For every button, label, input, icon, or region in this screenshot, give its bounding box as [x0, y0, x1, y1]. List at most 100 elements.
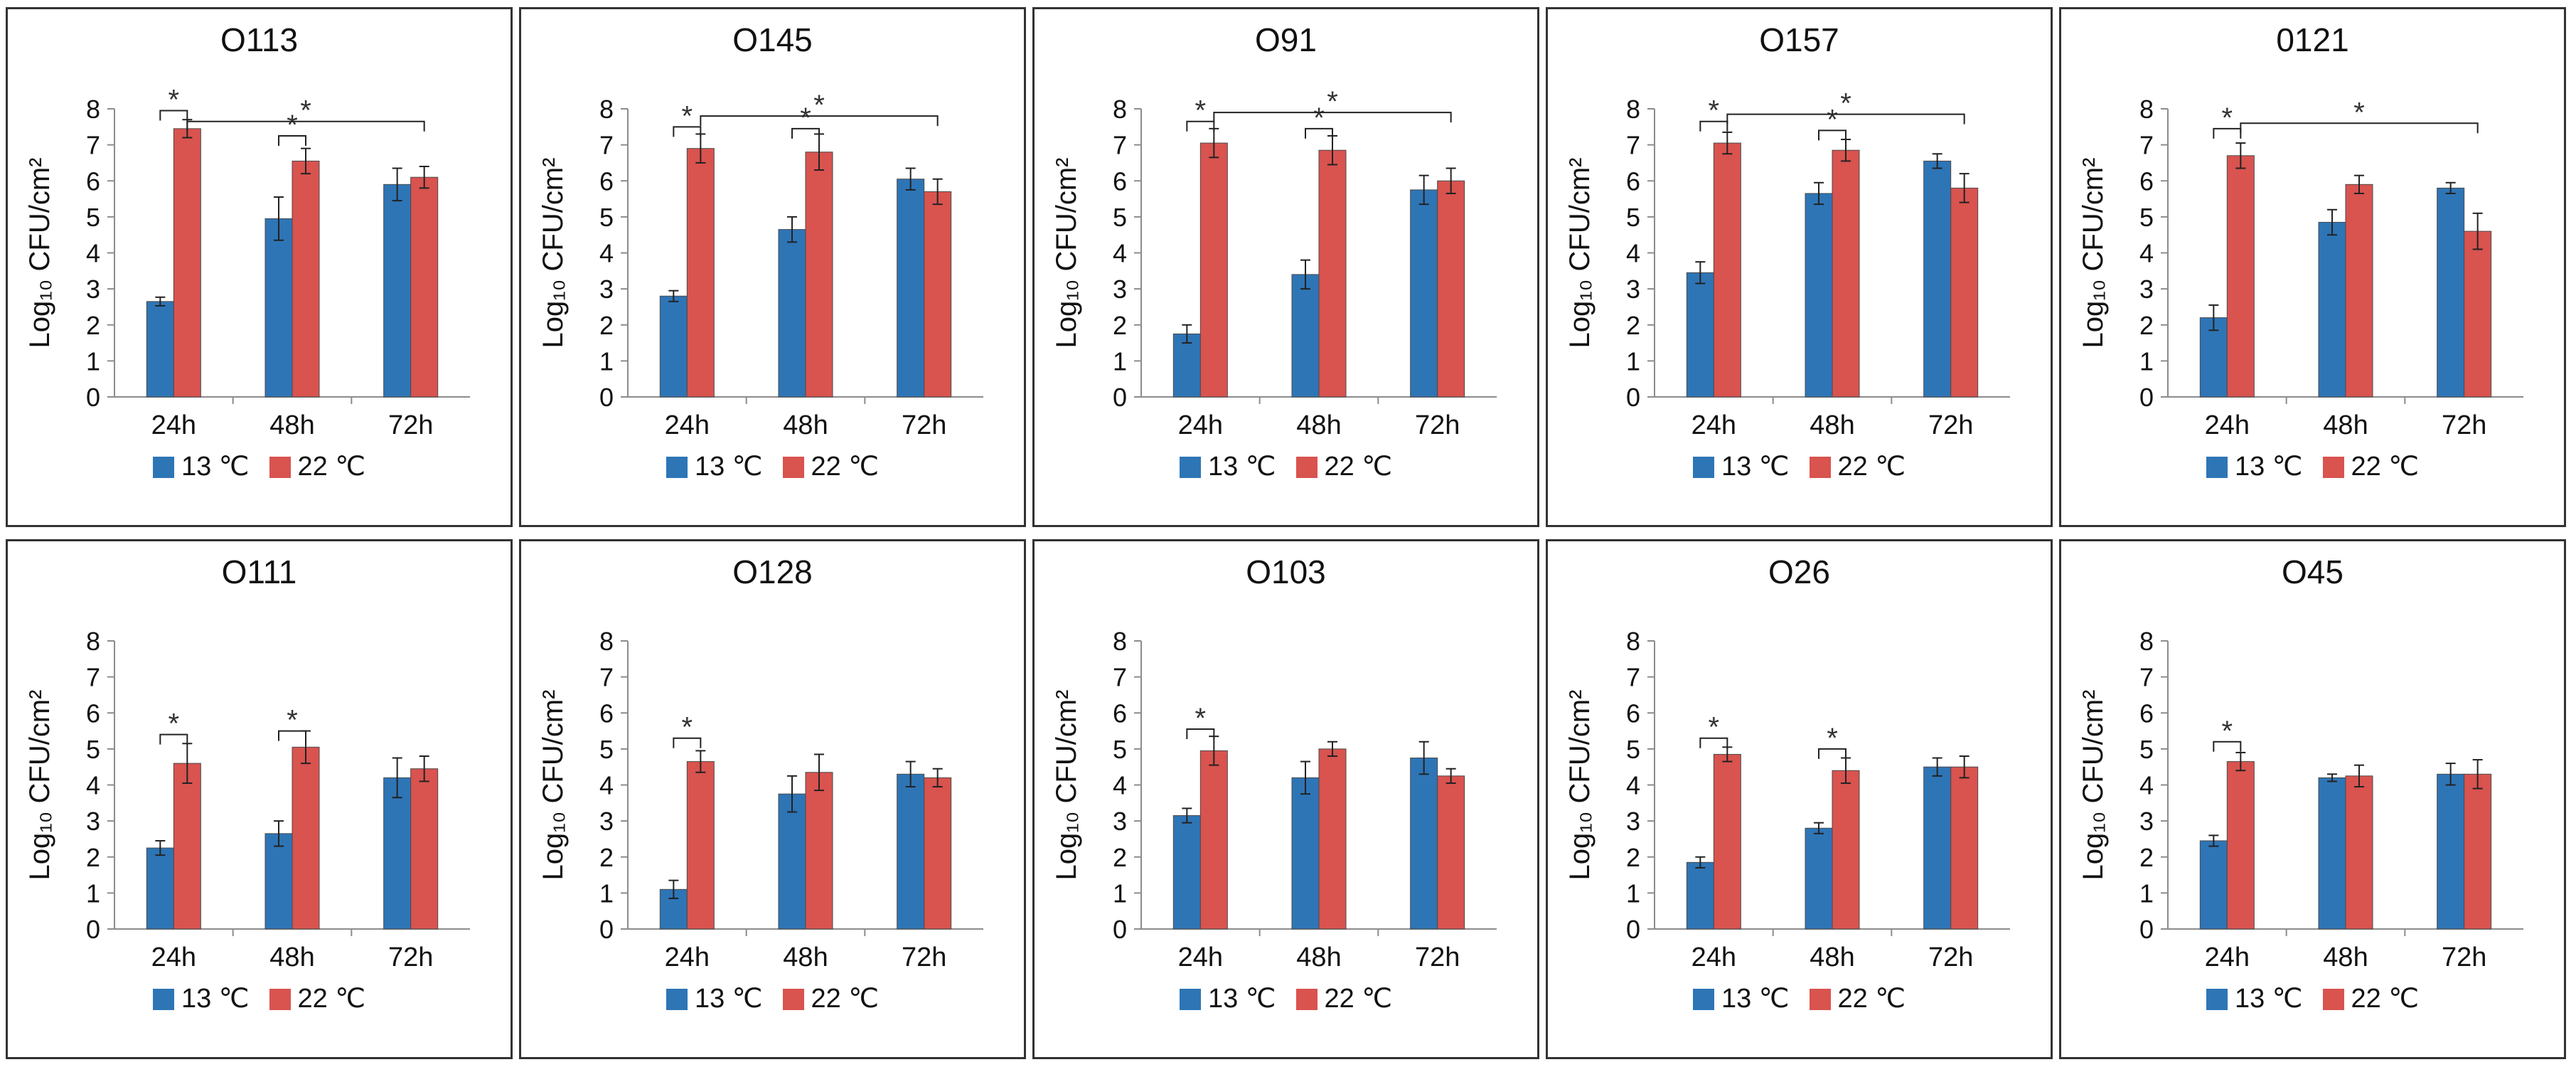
chart-title: O26 [1768, 553, 1830, 590]
legend: 13 ℃ 22 ℃ [2061, 450, 2564, 482]
x-tick-label: 24h [151, 410, 196, 440]
significance-bracket [2240, 122, 2479, 134]
significance-star: * [300, 95, 311, 127]
y-tick-label: 0 [1113, 915, 1127, 944]
legend-item: 22 ℃ [1809, 982, 1906, 1014]
x-tick-label: 72h [2442, 410, 2486, 440]
y-tick-label: 7 [1113, 663, 1127, 692]
significance-bracket [673, 737, 702, 748]
bar [1713, 753, 1741, 930]
y-tick-label: 3 [599, 275, 614, 304]
legend-item: 13 ℃ [1692, 450, 1790, 482]
legend-item: 22 ℃ [1295, 450, 1392, 482]
y-tick-label: 1 [1626, 878, 1640, 908]
legend-label: 22 ℃ [1837, 984, 1906, 1014]
bar [1805, 193, 1833, 398]
legend-label: 13 ℃ [1207, 452, 1276, 482]
y-tick-label: 8 [1626, 95, 1640, 124]
bar [1437, 180, 1465, 398]
legend-item: 22 ℃ [782, 982, 879, 1014]
bar [292, 160, 320, 398]
significance-star: * [1827, 104, 1838, 135]
bar [686, 148, 715, 398]
legend-swatch [152, 989, 174, 1011]
chart-panel: O157 Log₁₀ CFU/cm² 0 1 2 3 4 5 6 7 8 24h 48h 72h * * * 13… [1546, 7, 2053, 527]
legend-label: 22 ℃ [811, 452, 880, 482]
x-tick-label: 72h [902, 943, 946, 972]
bar [1832, 149, 1860, 398]
y-tick-label: 4 [2139, 771, 2154, 800]
y-tick-label: 1 [599, 878, 614, 908]
significance-star: * [2353, 97, 2365, 128]
legend-label: 22 ℃ [1324, 984, 1393, 1014]
significance-bracket [1305, 127, 1333, 139]
y-tick-label: 8 [86, 95, 100, 124]
bar [173, 128, 201, 398]
y-tick-label: 0 [599, 915, 614, 944]
chart-panel: O111 Log₁₀ CFU/cm² 0 1 2 3 4 5 6 7 8 24h 48h 72h * * 13 … [6, 539, 513, 1059]
legend-swatch [152, 457, 174, 479]
bar [383, 184, 412, 398]
legend-item: 22 ℃ [269, 982, 365, 1014]
x-tick-label: 48h [2323, 943, 2368, 972]
chart-title: O91 [1255, 21, 1317, 58]
legend-swatch [269, 457, 291, 479]
y-tick-label: 8 [2139, 627, 2154, 656]
y-tick-label: 2 [599, 843, 614, 872]
legend: 13 ℃ 22 ℃ [1035, 982, 1537, 1014]
bar [173, 763, 201, 930]
y-axis-label: Log₁₀ CFU/cm² [538, 158, 569, 349]
y-axis-label: Log₁₀ CFU/cm² [24, 158, 55, 349]
legend: 13 ℃ 22 ℃ [1548, 982, 2051, 1014]
legend-label: 13 ℃ [1207, 984, 1276, 1014]
y-tick-label: 4 [86, 771, 100, 800]
bar [2464, 773, 2492, 930]
legend-label: 13 ℃ [181, 452, 250, 482]
legend-swatch [1179, 989, 1201, 1011]
significance-star: * [1195, 95, 1207, 127]
y-axis-label: Log₁₀ CFU/cm² [2078, 690, 2109, 881]
bar [2318, 221, 2346, 398]
legend: 13 ℃ 22 ℃ [8, 982, 511, 1014]
x-tick-label: 24h [1691, 410, 1736, 440]
bar [146, 847, 174, 930]
y-tick-label: 4 [1113, 239, 1127, 268]
significance-bracket [159, 733, 188, 745]
chart-title: 0121 [2276, 21, 2349, 58]
y-tick-label: 8 [2139, 95, 2154, 124]
bar [1686, 272, 1714, 398]
significance-bracket [278, 730, 306, 741]
y-tick-label: 6 [86, 699, 100, 728]
y-tick-label: 7 [1626, 131, 1640, 160]
legend-item: 22 ℃ [2322, 450, 2419, 482]
legend-label: 22 ℃ [1837, 452, 1906, 482]
legend-swatch [269, 989, 291, 1011]
legend-swatch [2322, 457, 2344, 479]
bar [778, 229, 806, 398]
significance-bracket [2213, 740, 2242, 752]
significance-bracket [278, 134, 306, 146]
bar [1410, 189, 1438, 398]
bar [1437, 775, 1465, 930]
y-axis-label: Log₁₀ CFU/cm² [2078, 158, 2109, 349]
bar [2464, 230, 2492, 398]
y-tick-label: 8 [599, 627, 614, 656]
y-tick-label: 6 [2139, 166, 2154, 196]
bar [897, 179, 925, 398]
bar [1318, 149, 1347, 398]
bar [2226, 761, 2255, 930]
bar [686, 761, 715, 930]
y-axis-label: Log₁₀ CFU/cm² [1564, 690, 1596, 881]
y-tick-label: 4 [2139, 239, 2154, 268]
y-tick-label: 4 [1626, 239, 1640, 268]
chart-panel: O45 Log₁₀ CFU/cm² 0 1 2 3 4 5 6 7 8 24h 48h 72h * 13 ℃ 2… [2059, 539, 2566, 1059]
bar [383, 777, 412, 930]
y-tick-label: 5 [599, 203, 614, 232]
bar [1291, 274, 1320, 398]
legend-swatch [782, 457, 804, 479]
legend-item: 22 ℃ [269, 450, 365, 482]
bar [1410, 758, 1438, 930]
bar [2318, 777, 2346, 930]
y-tick-label: 2 [1113, 311, 1127, 340]
